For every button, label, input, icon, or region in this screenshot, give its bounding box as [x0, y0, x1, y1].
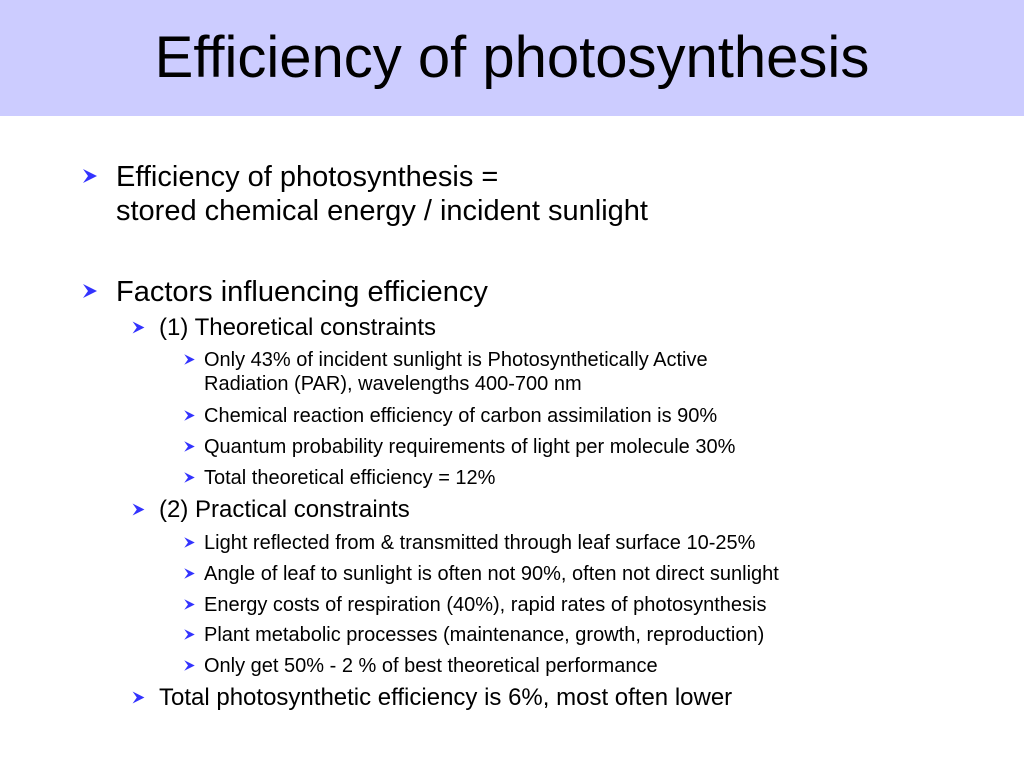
- arrow-bullet-icon: [182, 408, 197, 423]
- practical-heading: (2) Practical constraints: [159, 496, 410, 523]
- arrow-bullet-icon: [130, 501, 147, 518]
- definition-line-2: stored chemical energy / incident sunlig…: [116, 195, 648, 227]
- theoretical-item-chemical: Chemical reaction efficiency of carbon a…: [204, 405, 718, 427]
- arrow-bullet-icon: [130, 319, 147, 336]
- practical-item-respiration: Energy costs of respiration (40%), rapid…: [204, 594, 767, 616]
- par-line-1: Only 43% of incident sunlight is Photosy…: [204, 349, 708, 371]
- practical-item-reflected: Light reflected from & transmitted throu…: [204, 532, 756, 554]
- arrow-bullet-icon: [182, 658, 197, 673]
- arrow-bullet-icon: [182, 566, 197, 581]
- theoretical-item-quantum: Quantum probability requirements of ligh…: [204, 436, 736, 458]
- arrow-bullet-icon: [80, 166, 100, 186]
- arrow-bullet-icon: [182, 535, 197, 550]
- total-efficiency: Total photosynthetic efficiency is 6%, m…: [159, 684, 733, 711]
- arrow-bullet-icon: [182, 627, 197, 642]
- arrow-bullet-icon: [182, 470, 197, 485]
- arrow-bullet-icon: [130, 689, 147, 706]
- practical-item-angle: Angle of leaf to sunlight is often not 9…: [204, 563, 779, 585]
- practical-item-metabolic: Plant metabolic processes (maintenance, …: [204, 624, 765, 646]
- slide-title: Efficiency of photosynthesis: [154, 25, 870, 90]
- arrow-bullet-icon: [182, 597, 197, 612]
- arrow-bullet-icon: [182, 439, 197, 454]
- arrow-bullet-icon: [80, 281, 100, 301]
- bullet-factors: Factors influencing efficiency: [116, 276, 488, 308]
- par-line-2: Radiation (PAR), wavelengths 400-700 nm: [204, 373, 582, 395]
- arrow-bullet-icon: [182, 352, 197, 367]
- definition-line-1: Efficiency of photosynthesis =: [116, 161, 499, 193]
- title-band: [0, 0, 1024, 116]
- theoretical-heading: (1) Theoretical constraints: [159, 314, 437, 341]
- practical-item-performance: Only get 50% - 2 % of best theoretical p…: [204, 655, 658, 677]
- theoretical-item-total: Total theoretical efficiency = 12%: [204, 467, 496, 489]
